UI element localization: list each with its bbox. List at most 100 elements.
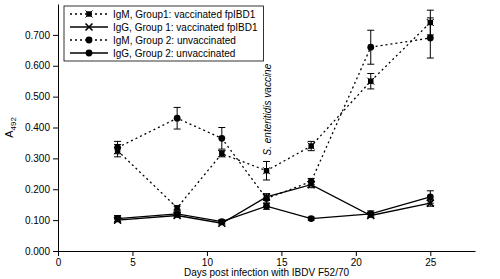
marker <box>367 44 374 51</box>
x-tick-mark <box>58 251 59 256</box>
marker-shape <box>367 211 374 218</box>
legend: IgM, Group1: vaccinated fpIBD1 IgG, Group… <box>64 6 264 61</box>
x-tick: 15 <box>276 251 288 268</box>
marker-shape <box>219 151 224 156</box>
legend-entry: IgM, Group1: vaccinated fpIBD1 <box>70 9 256 20</box>
error-bar <box>308 141 315 150</box>
marker-shape <box>427 35 434 42</box>
marker-shape <box>174 211 181 218</box>
marker-shape <box>263 195 270 202</box>
x-tick-mark <box>430 251 431 256</box>
x-tick-label: 5 <box>130 257 136 268</box>
error-bar <box>263 203 270 209</box>
y-tick-mark <box>53 189 58 190</box>
marker <box>174 211 181 218</box>
x-tick: 10 <box>202 251 214 268</box>
marker-shape <box>308 215 315 222</box>
marker <box>308 178 315 185</box>
marker <box>263 167 270 174</box>
y-tick-label: 0.400 <box>25 122 50 133</box>
y-tick-label: 0.700 <box>25 30 50 41</box>
x-tick-label: 25 <box>425 257 437 268</box>
legend-marker-shape <box>86 11 93 18</box>
legend-label: IgG, Group 1: vaccinated fpIBD1 <box>113 22 258 33</box>
error-bar <box>114 215 121 221</box>
y-axis: 0.0000.1000.2000.3000.4000.5000.6000.700 <box>25 5 59 257</box>
legend-marker-shape <box>86 24 93 31</box>
legend-marker-shape <box>86 37 93 44</box>
error-bar <box>218 151 225 157</box>
y-tick-label: 0.500 <box>25 91 50 102</box>
marker-shape <box>308 143 315 150</box>
y-tick: 0.500 <box>25 91 58 102</box>
y-tick-label: 0.600 <box>25 60 50 71</box>
y-tick-mark <box>53 66 58 67</box>
y-tick: 0.700 <box>25 30 58 41</box>
series-line <box>118 185 431 224</box>
x-tick-mark <box>356 251 357 256</box>
marker-shape <box>114 144 121 151</box>
marker-shape <box>264 168 269 173</box>
error-bar <box>427 191 434 203</box>
error-bar <box>174 211 181 217</box>
y-tick-mark <box>53 251 58 252</box>
marker <box>263 203 270 210</box>
y-tick-mark <box>53 158 58 159</box>
x-axis: 0 5 10 15 20 25 <box>56 251 476 268</box>
y-tick-mark <box>53 128 58 129</box>
y-tick: 0.300 <box>25 153 58 164</box>
marker-shape <box>367 78 374 85</box>
legend-marker <box>86 37 93 44</box>
x-tick-mark <box>207 251 208 256</box>
y-tick-label: 0.200 <box>25 184 50 195</box>
y-axis-title: A492 <box>3 117 18 138</box>
error-bar <box>218 128 225 150</box>
x-tick: 25 <box>425 251 437 268</box>
legend-marker <box>86 50 93 57</box>
legend-entry: IgM, Group 2: unvaccinated <box>70 35 236 46</box>
error-bar <box>427 18 434 58</box>
x-tick: 0 <box>56 251 62 268</box>
marker <box>114 215 121 222</box>
y-tick: 0.600 <box>25 60 58 71</box>
marker <box>218 150 225 157</box>
error-bar <box>174 107 181 129</box>
marker <box>218 218 225 225</box>
legend-label: IgM, Group1: vaccinated fpIBD1 <box>113 9 256 20</box>
y-tick-mark <box>53 35 58 36</box>
marker <box>308 143 315 150</box>
y-tick-mark <box>53 220 58 221</box>
legend-box <box>64 6 264 61</box>
y-tick-label: 0.100 <box>25 215 50 226</box>
x-axis-line <box>59 251 476 252</box>
marker <box>263 195 270 202</box>
error-bar <box>367 73 374 88</box>
annotation: S. enteritidis vaccine <box>262 63 273 155</box>
marker-shape <box>308 143 313 148</box>
x-tick: 5 <box>130 251 136 268</box>
y-tick-label: 0.300 <box>25 153 50 164</box>
x-tick-mark <box>132 251 133 256</box>
series-line <box>118 38 431 199</box>
marker-shape <box>427 194 434 201</box>
error-bar <box>367 211 374 217</box>
marker <box>114 144 121 151</box>
legend-entry: IgG, Group 1: vaccinated fpIBD1 <box>70 22 258 33</box>
error-bar <box>114 144 121 156</box>
x-tick-label: 20 <box>351 257 363 268</box>
marker <box>367 78 374 85</box>
marker-shape <box>263 167 270 174</box>
error-bar <box>114 141 121 153</box>
y-tick: 0.400 <box>25 122 58 133</box>
x-tick: 20 <box>351 251 363 268</box>
error-bar <box>367 30 374 64</box>
y-tick: 0.100 <box>25 215 58 226</box>
marker <box>218 135 225 142</box>
y-axis-title-subscript: 492 <box>9 117 18 131</box>
legend-marker <box>86 24 93 31</box>
legend-entry: IgG, Group 2: unvaccinated <box>70 48 235 59</box>
chart: 05101520250.0000.1000.2000.3000.4000.500… <box>0 0 500 279</box>
legend-marker-shape <box>86 50 93 57</box>
marker <box>308 215 315 222</box>
marker <box>174 115 181 122</box>
